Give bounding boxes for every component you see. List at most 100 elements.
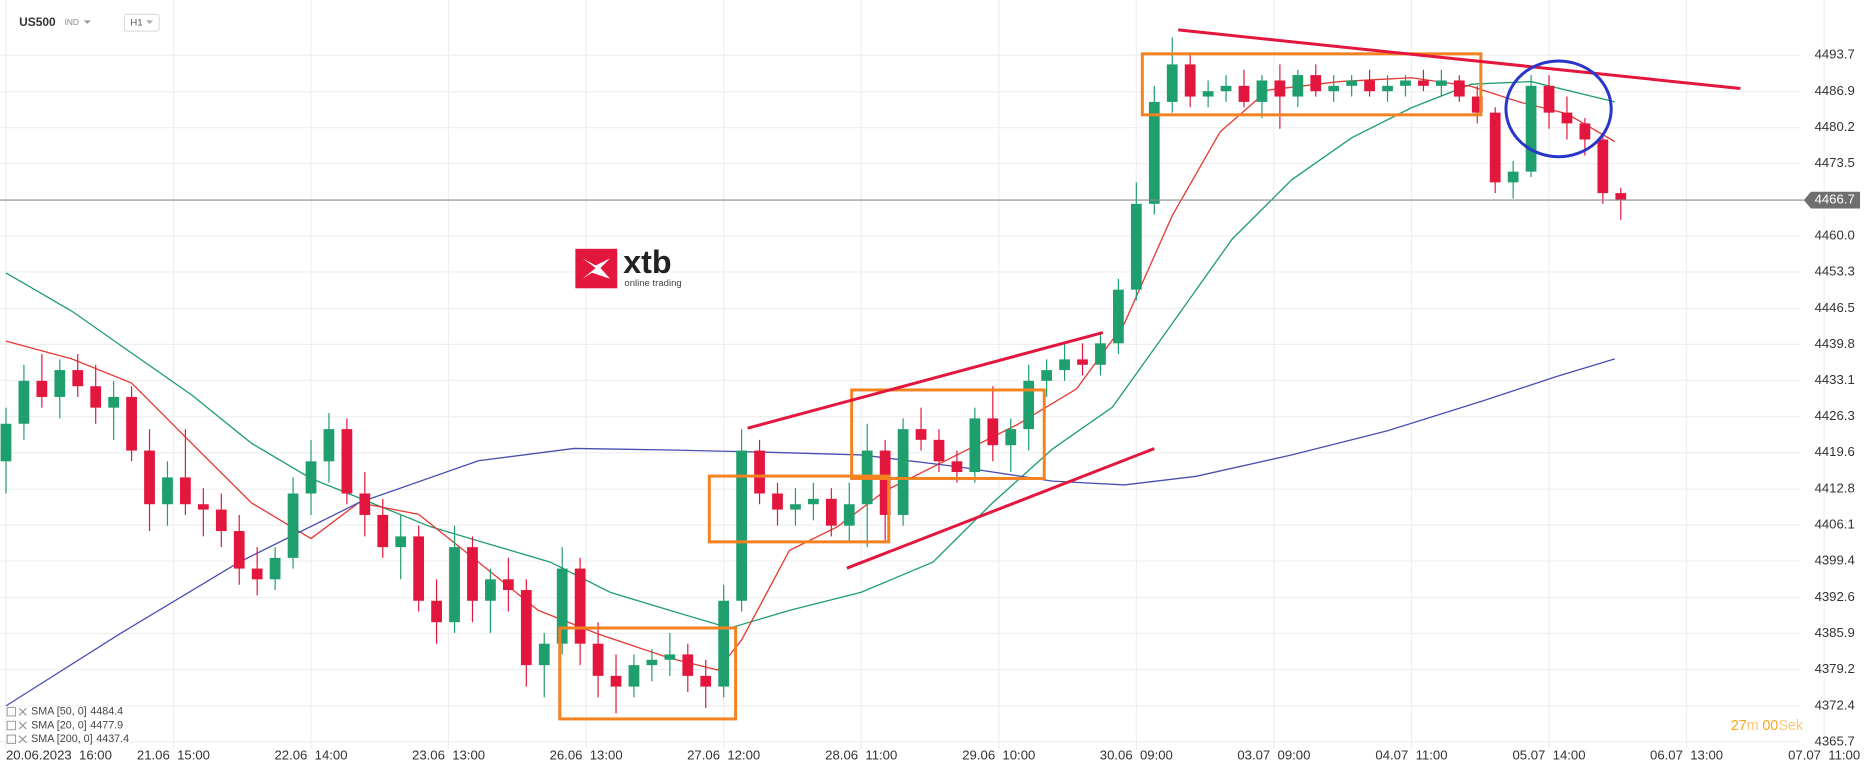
legend-close [18, 707, 27, 716]
candle-body [843, 504, 855, 526]
x-tick-label: 30.06 09:00 [1100, 747, 1173, 762]
legend-name: SMA [20, 0] [31, 719, 87, 731]
candle-body [933, 439, 945, 462]
dropdown-arrow [145, 20, 154, 24]
market: IND [65, 17, 79, 27]
candle-body [251, 568, 263, 580]
candles [0, 37, 1627, 714]
legend-name: SMA [50, 0] [31, 706, 87, 718]
candle-body [36, 380, 48, 397]
legend-name: SMA [200, 0] [31, 733, 93, 745]
candle-body [269, 557, 281, 580]
legend-entry: SMA [200, 0] 4437.4 [31, 733, 129, 745]
y-tick-label: 4493.7 [1815, 47, 1855, 62]
y-tick-label: 4406.1 [1815, 517, 1855, 532]
x-tick-label: 05.07 14:00 [1512, 747, 1585, 762]
candle-body [1292, 75, 1304, 97]
sma-line [5, 80, 1615, 629]
candle-body [700, 675, 712, 687]
candle-body [1077, 359, 1088, 365]
candle-body [574, 568, 586, 644]
legend-close [18, 721, 27, 730]
candle-body [1507, 171, 1519, 183]
x-tick-label: 27.06 12:00 [687, 747, 760, 762]
countdown: 27m 00Sek [1731, 718, 1804, 734]
candle-body [1095, 343, 1106, 365]
candle-body [610, 675, 622, 687]
countdown-min: 27 [1731, 718, 1747, 734]
candle-body [1346, 80, 1358, 86]
candle-body [808, 498, 819, 505]
y-tick-label: 4446.5 [1815, 300, 1855, 315]
trend-line [846, 447, 1155, 570]
candle-body [520, 590, 532, 666]
candle-body [449, 547, 460, 623]
circle [1504, 59, 1613, 159]
legend-entry: SMA [20, 0] 4477.9 [31, 719, 123, 731]
candle-body [18, 380, 30, 424]
candle-body [305, 461, 317, 494]
candle-body [1489, 112, 1501, 183]
candle-body [162, 477, 173, 505]
candle-body [1597, 139, 1609, 194]
countdown-sec: 00 [1762, 718, 1778, 734]
x-tick-label: 06.07 13:00 [1650, 747, 1723, 762]
candle-body [144, 450, 155, 505]
logo-tagline: online trading [624, 278, 681, 289]
candle-body [1418, 80, 1429, 86]
candle-body [502, 579, 514, 591]
y-tick-label: 4419.6 [1815, 444, 1855, 459]
candle-body [287, 493, 299, 558]
y-tick-label: 4412.8 [1815, 481, 1855, 496]
candle-body [90, 386, 102, 408]
axes: 4493.7 4486.9 4480.2 4473.5 4460.0 4453.3 4446… [0, 47, 1860, 762]
legend-close [18, 735, 27, 744]
x-tick-label: 22.06 14:00 [274, 747, 347, 762]
candle-body [736, 450, 747, 601]
candle-body [718, 600, 730, 687]
trend-line [1178, 28, 1741, 91]
x-tick-label: 04.07 11:00 [1375, 747, 1447, 762]
candle-body [1113, 289, 1124, 344]
candle-body [54, 370, 66, 397]
legend-entry: SMA [50, 0] 4484.4 [31, 706, 123, 718]
candle-body [556, 568, 568, 644]
candle-body [1435, 80, 1447, 86]
x-tick-label: 23.06 13:00 [412, 747, 485, 762]
y-tick-label: 4385.9 [1815, 625, 1855, 640]
candle-body [377, 514, 389, 548]
candle-body [0, 423, 12, 462]
candle-body [1615, 193, 1627, 201]
y-tick-label: 4399.4 [1815, 553, 1855, 568]
logo-x [582, 258, 611, 279]
box [707, 474, 891, 544]
candle-body [538, 643, 550, 666]
candle-body [1543, 85, 1555, 113]
candle-body [1005, 429, 1017, 446]
y-tick-label: 4460.0 [1815, 227, 1855, 242]
logo-name: xtb [623, 244, 671, 280]
grid [0, 0, 1825, 749]
candle-body [359, 493, 371, 515]
candle-body [1202, 91, 1214, 97]
candle-body [485, 579, 496, 601]
candle-body [628, 665, 640, 687]
interval-button[interactable] [123, 13, 160, 32]
legend-icon [6, 720, 17, 731]
y-tick-label: 4433.1 [1815, 372, 1855, 387]
x-tick-label: 29.06 10:00 [962, 747, 1035, 762]
x-tick-label: 20.06.2023 16:00 [6, 747, 112, 762]
dropdown-arrow[interactable] [83, 20, 91, 24]
candle-body [413, 536, 425, 601]
countdown-unit: Sek [1778, 718, 1804, 734]
candle-body [772, 493, 783, 510]
x-tick-label: 28.06 11:00 [825, 747, 897, 762]
last-price-label: 4466.7 [1815, 192, 1855, 207]
legend-icon [6, 707, 17, 717]
candle-body [395, 536, 407, 548]
candle-body [467, 547, 478, 601]
candle-body [1525, 85, 1537, 172]
candle-body [646, 659, 658, 666]
